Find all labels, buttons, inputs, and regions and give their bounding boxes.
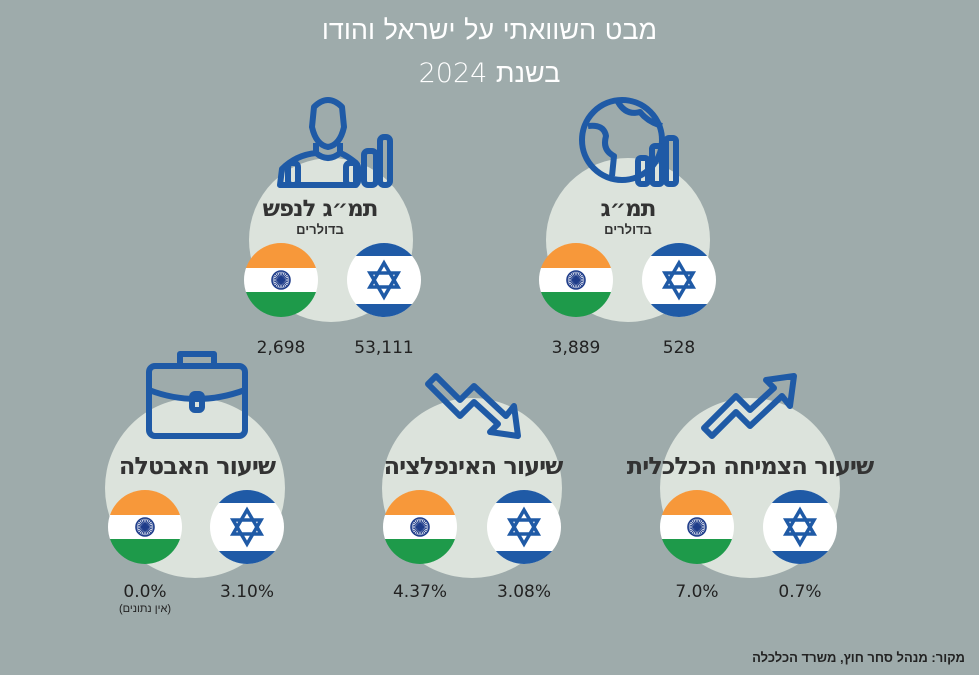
inflation-india-value: 4.37%	[392, 582, 448, 602]
globe-chart-icon	[579, 97, 679, 187]
unemployment-india-value: 0.0%	[123, 582, 167, 602]
israel-flag	[210, 490, 284, 564]
growth-india-value: 7.0%	[675, 582, 719, 602]
unemployment-label: שיעור האבטלה	[118, 452, 276, 480]
briefcase-icon	[146, 351, 248, 439]
india-flag	[539, 243, 613, 317]
israel-flag	[487, 490, 561, 564]
growth-israel-value: 0.7%	[778, 582, 822, 602]
gdp-per-capita-sub: בדולרים	[296, 222, 344, 237]
israel-flag	[347, 243, 421, 317]
gdp-label: תמ״ג	[600, 196, 657, 222]
israel-flag	[763, 490, 837, 564]
growth-label: שיעור הצמיחה הכלכלית	[626, 452, 874, 480]
unemployment-israel-value: 3.10%	[219, 582, 275, 602]
india-flag	[244, 243, 318, 317]
source-note: מקור: מנהל סחר חוץ, משרד הכלכלה	[752, 650, 965, 665]
unemployment-india-note: (אין נתונים)	[118, 603, 172, 615]
gdp-per-capita-israel-value: 53,111	[354, 338, 414, 358]
inflation-label: שיעור האינפלציה	[383, 452, 564, 480]
inflation-israel-value: 3.08%	[496, 582, 552, 602]
gdp-sub: בדולרים	[604, 222, 652, 237]
india-flag	[108, 490, 182, 564]
gdp-india-value: 3,889	[551, 338, 601, 358]
person-chart-icon	[277, 97, 393, 188]
gdp-per-capita-label: תמ״ג לנפש	[262, 196, 379, 222]
israel-flag	[642, 243, 716, 317]
title-line2: בשנת 2024	[418, 58, 561, 89]
trend-up-arrow-icon	[701, 373, 797, 439]
gdp-israel-value: 528	[662, 338, 696, 358]
india-flag	[383, 490, 457, 564]
india-flag	[660, 490, 734, 564]
title-line1: מבט השוואתי על ישראל והודו	[321, 15, 658, 46]
gdp-per-capita-india-value: 2,698	[256, 338, 306, 358]
trend-down-arrow-icon	[425, 373, 521, 439]
